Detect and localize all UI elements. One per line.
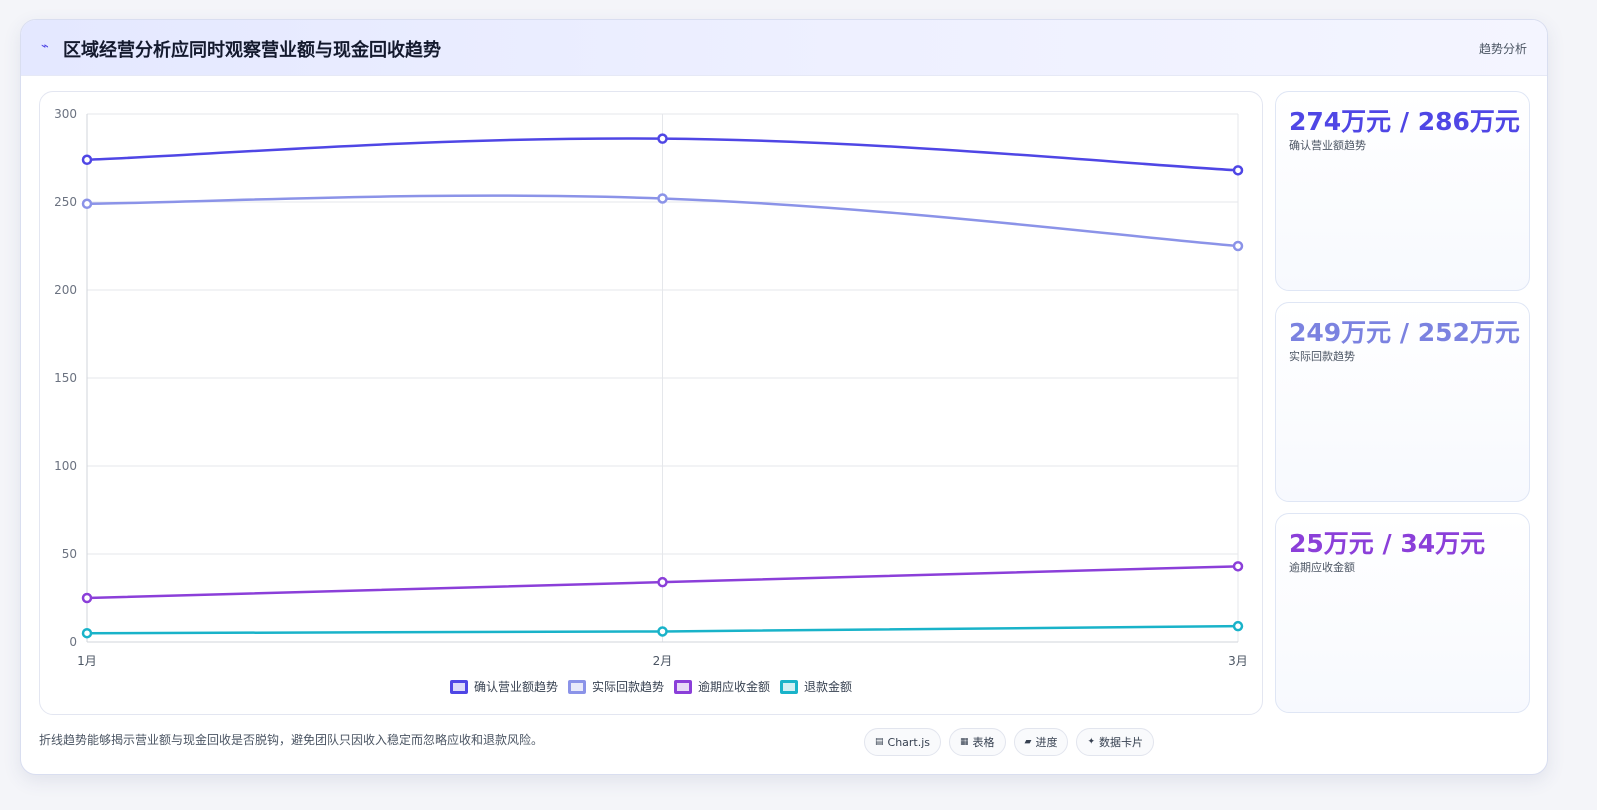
data-point <box>81 198 93 210</box>
page-title: 区域经营分析应同时观察营业额与现金回收趋势 <box>63 40 441 61</box>
y-tick-label: 100 <box>54 459 77 473</box>
side-card-label: 逾期应收金额 <box>1289 561 1355 574</box>
legend-label: 退款金额 <box>804 680 853 694</box>
y-tick-label: 250 <box>54 195 77 209</box>
legend-swatch <box>780 679 799 694</box>
line-chart: 0 50 100 150 200 250 300 1月 2月 3月 <box>54 107 1248 668</box>
legend-label: 确认营业额趋势 <box>473 680 558 694</box>
chip-table[interactable]: ▦ 表格 <box>949 728 1006 756</box>
y-tick-label: 200 <box>54 283 77 297</box>
legend-item[interactable]: 退款金额 <box>780 678 852 695</box>
chip-progress[interactable]: ▰ 进度 <box>1013 728 1069 756</box>
chip-label: 进度 <box>1035 736 1058 749</box>
side-card-value: 25万元 / 34万元 <box>1289 529 1486 558</box>
data-point <box>1232 620 1244 632</box>
data-point <box>1232 561 1244 572</box>
data-point <box>657 133 668 144</box>
data-point <box>657 193 668 204</box>
legend-item[interactable]: 逾期应收金额 <box>674 678 770 695</box>
data-point <box>1232 240 1244 252</box>
data-point <box>81 154 93 166</box>
report-card: ⌁ 区域经营分析应同时观察营业额与现金回收趋势 趋势分析 0 50 100 150 20… <box>20 19 1548 775</box>
table-icon: ▦ <box>960 737 969 747</box>
y-tick-label: 300 <box>54 107 77 121</box>
side-card-overdue: 25万元 / 34万元 逾期应收金额 <box>1275 513 1530 713</box>
legend-item[interactable]: 确认营业额趋势 <box>449 678 558 695</box>
side-card-label: 实际回款趋势 <box>1289 350 1355 363</box>
card-header: ⌁ 区域经营分析应同时观察营业额与现金回收趋势 趋势分析 <box>21 20 1547 76</box>
side-card-collection: 249万元 / 252万元 实际回款趋势 <box>1275 302 1530 502</box>
legend-label: 逾期应收金额 <box>698 680 771 694</box>
x-tick-label: 1月 <box>77 654 97 668</box>
chip-label: 数据卡片 <box>1099 736 1144 749</box>
data-point <box>1232 165 1244 176</box>
chip-label: Chart.js <box>887 735 931 749</box>
data-point <box>657 576 668 588</box>
y-tick-label: 0 <box>69 635 77 649</box>
y-tick-label: 150 <box>54 371 77 385</box>
side-card-label: 确认营业额趋势 <box>1289 139 1366 152</box>
legend-swatch <box>449 679 468 694</box>
legend-swatch <box>674 679 692 694</box>
header-tag: 趋势分析 <box>1478 42 1527 56</box>
sparkle-icon: ✦ <box>1087 737 1096 747</box>
x-tick-label: 3月 <box>1228 654 1248 668</box>
chip-chartjs[interactable]: ▤ Chart.js <box>864 728 942 756</box>
side-card-value: 249万元 / 252万元 <box>1289 318 1520 347</box>
data-point <box>657 626 668 637</box>
side-card-value: 274万元 / 286万元 <box>1289 107 1520 136</box>
side-card-revenue: 274万元 / 286万元 确认营业额趋势 <box>1275 91 1530 291</box>
x-tick-label: 2月 <box>653 654 673 668</box>
legend-label: 实际回款趋势 <box>591 680 664 694</box>
chart-panel: 0 50 100 150 200 250 300 1月 2月 3月 确认营业额趋势 实际回款趋势 逾期… <box>39 91 1263 715</box>
tech-chips: ▤ Chart.js ▦ 表格 ▰ 进度 ✦ 数据卡片 <box>864 728 1155 756</box>
legend-swatch <box>567 679 586 694</box>
footer-note: 折线趋势能够揭示营业额与现金回收是否脱钩，避免团队只因收入稳定而忽略应收和退款风… <box>39 733 544 747</box>
data-point <box>81 592 93 604</box>
chart-legend: 确认营业额趋势 实际回款趋势 逾期应收金额 退款金额 <box>40 678 1262 695</box>
chip-label: 表格 <box>972 736 995 749</box>
chart-icon: ▤ <box>875 737 884 747</box>
y-tick-label: 50 <box>62 547 77 561</box>
legend-item[interactable]: 实际回款趋势 <box>567 678 664 695</box>
data-point <box>81 627 93 639</box>
chip-data-card[interactable]: ✦ 数据卡片 <box>1076 728 1155 756</box>
progress-icon: ▰ <box>1024 737 1032 747</box>
chart-trend-icon: ⌁ <box>41 39 49 54</box>
